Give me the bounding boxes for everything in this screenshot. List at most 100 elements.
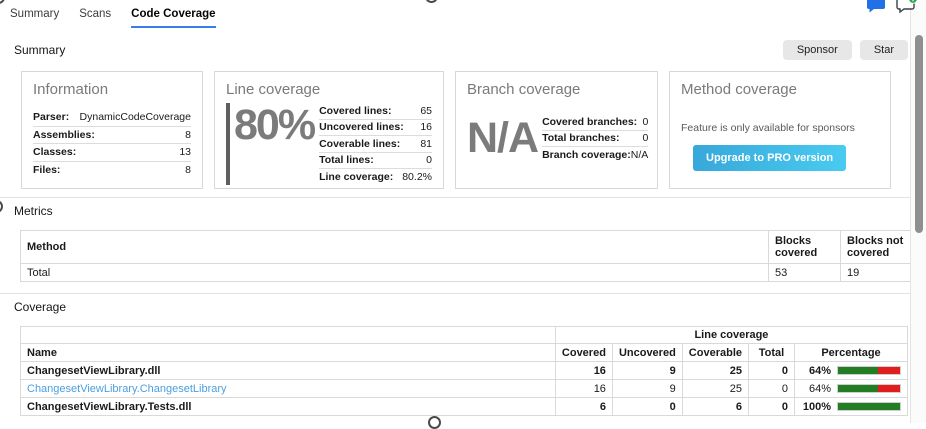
sponsor-button[interactable]: Sponsor [782,40,852,60]
info-value: 8 [185,163,191,176]
coverage-group-header-row: Line coverage [20,326,909,344]
uncovered-cell: 0 [611,397,683,416]
coverage-col-percentage: Percentage [794,343,908,362]
percentage-text: 64% [808,364,831,377]
line-row-total: Total lines: 0 [319,153,432,169]
stat-label: Covered branches: [542,115,638,128]
stat-label: Branch coverage: [542,148,631,161]
metrics-total-row: Total 53 19 [20,263,913,282]
info-label: Assemblies: [33,128,95,141]
line-coverage-group-header: Line coverage [554,326,909,344]
chat-bubble-icon[interactable] [866,0,886,15]
empty-group-cell [20,326,556,344]
tab-code-coverage[interactable]: Code Coverage [131,8,216,28]
coverage-col-uncovered: Uncovered [611,343,683,362]
covered-cell: 6 [554,397,613,416]
metrics-table: Method Blocks covered Blocks not covered… [20,230,913,282]
coverage-col-total: Total [748,343,795,362]
coverage-col-covered: Covered [554,343,613,362]
info-row-files: Files: 8 [33,162,191,179]
coverage-table: Line coverage Name Covered Uncovered Cov… [20,326,909,416]
assembly-name-cell: ChangesetViewLibrary.Tests.dll [20,397,556,416]
coverage-header-row: Name Covered Uncovered Coverable Total P… [20,343,908,362]
total-cell: 0 [748,361,795,380]
stat-label: Line coverage: [319,170,394,183]
line-row-percentage: Line coverage: 80.2% [319,169,432,185]
add-comment-bubble-icon[interactable] [896,0,918,15]
summary-section-header: Summary Sponsor Star [14,39,926,61]
uncovered-cell: 9 [611,361,683,380]
info-value: DynamicCodeCoverage [79,111,191,123]
summary-cards: Information Parser: DynamicCodeCoverage … [21,71,926,189]
branch-row-covered: Covered branches: 0 [542,114,649,131]
coverage-bar [837,402,901,411]
total-cell: 0 [748,379,795,398]
information-card-title: Information [33,81,109,98]
stat-value: 16 [420,121,432,133]
covered-cell: 16 [554,379,613,398]
coverage-bar [837,384,901,393]
uncovered-cell: 9 [611,379,683,398]
coverage-section-title: Coverage [14,300,67,314]
info-value: 13 [179,146,191,158]
information-card: Information Parser: DynamicCodeCoverage … [21,71,203,189]
metrics-header-row: Method Blocks covered Blocks not covered [20,230,913,264]
stat-value: 81 [420,137,432,150]
method-coverage-card-title: Method coverage [681,81,797,98]
line-coverage-card-title: Line coverage [226,81,321,98]
percentage-text: 64% [808,382,831,395]
info-label: Classes: [33,146,77,158]
metrics-blocks-not-covered-cell: 19 [840,263,913,282]
metrics-col-blocks-covered: Blocks covered [768,230,841,264]
tab-scans[interactable]: Scans [79,8,112,20]
branch-row-percentage: Branch coverage: N/A [542,147,648,163]
branch-coverage-card-title: Branch coverage [467,81,581,98]
covered-cell: 16 [554,361,613,380]
vertical-scrollbar-track[interactable] [910,0,926,423]
metrics-col-method: Method [20,230,769,264]
percentage-text: 100% [802,400,831,413]
coverable-cell: 25 [681,379,750,398]
coverage-row-assembly: ChangesetViewLibrary.dll 16 9 25 0 64% [20,361,908,380]
header-actions [866,0,918,15]
metrics-col-blocks-not-covered: Blocks not covered [840,230,913,264]
info-label: Parser: [33,111,70,123]
vertical-scrollbar-thumb[interactable] [915,35,923,233]
sponsors-only-note: Feature is only available for sponsors [681,122,855,134]
stat-label: Total lines: [319,154,374,166]
branch-coverage-big-value: N/A [467,113,539,162]
info-row-parser: Parser: DynamicCodeCoverage [33,109,191,127]
stat-label: Coverable lines: [319,137,401,150]
stat-value: 0 [642,115,649,128]
summary-section-title: Summary [14,43,66,57]
stat-value: N/A [630,148,649,161]
stat-value: 65 [420,104,432,117]
coverage-col-name: Name [20,343,556,362]
stat-label: Total branches: [542,132,620,144]
method-coverage-card: Method coverage Feature is only availabl… [669,71,891,189]
metrics-section-title: Metrics [14,204,53,218]
info-row-classes: Classes: 13 [33,144,191,162]
coverage-row-assembly: ChangesetViewLibrary.Tests.dll 6 0 6 0 1… [20,397,908,416]
info-label: Files: [33,163,61,176]
coverage-row-class: ChangesetViewLibrary.ChangesetLibrary 16… [20,379,908,398]
total-cell: 0 [748,397,795,416]
branch-coverage-card: Branch coverage N/A Covered branches: 0 … [455,71,658,189]
info-row-assemblies: Assemblies: 8 [33,127,191,144]
branch-row-total: Total branches: 0 [542,131,649,147]
coverage-bar [837,366,901,375]
coverage-col-coverable: Coverable [681,343,750,362]
class-link[interactable]: ChangesetViewLibrary.ChangesetLibrary [27,382,227,395]
coverable-cell: 6 [681,397,750,416]
stat-value: 0 [642,132,649,144]
stat-value: 80.2% [402,170,432,183]
assembly-name-cell: ChangesetViewLibrary.dll [20,361,556,380]
coverable-cell: 25 [681,361,750,380]
metrics-method-cell: Total [20,263,769,282]
stat-label: Covered lines: [319,104,392,117]
star-button[interactable]: Star [859,40,908,60]
tab-summary[interactable]: Summary [10,8,60,20]
stat-value: 0 [426,154,432,166]
line-row-uncovered: Uncovered lines: 16 [319,120,432,136]
upgrade-pro-button[interactable]: Upgrade to PRO version [693,145,847,171]
